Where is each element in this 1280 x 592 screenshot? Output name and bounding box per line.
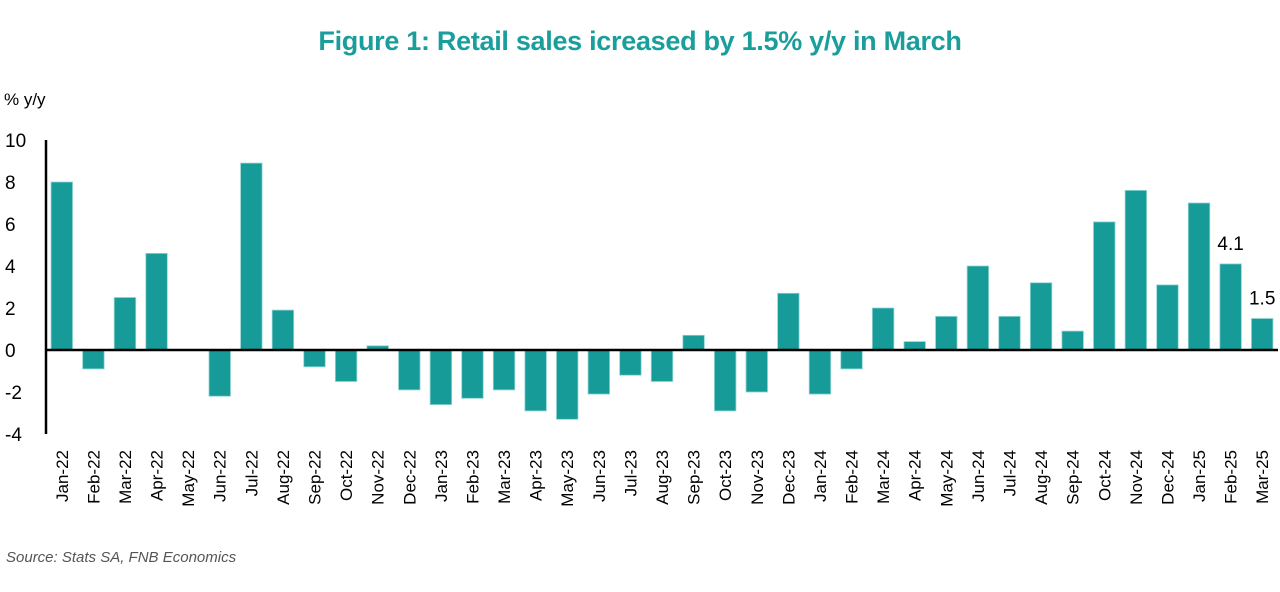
x-tick-label: May-23 — [558, 450, 577, 507]
x-tick-label: Oct-22 — [337, 450, 356, 501]
y-tick-label: -4 — [5, 425, 22, 446]
x-tick-label: Nov-23 — [748, 450, 767, 505]
x-tick-label: Mar-23 — [495, 450, 514, 504]
x-tick-label: Aug-23 — [653, 450, 672, 505]
x-tick-label: Apr-22 — [148, 450, 167, 501]
bar-apr-24 — [903, 341, 926, 351]
bar-jan-22 — [50, 181, 73, 351]
bar-sep-23 — [682, 334, 705, 351]
y-axis-unit-label: % y/y — [4, 90, 46, 109]
x-tick-label: Feb-22 — [84, 450, 103, 504]
chart-title: Figure 1: Retail sales icreased by 1.5% … — [318, 26, 962, 56]
y-tick-label: 10 — [5, 131, 26, 152]
source-note: Source: Stats SA, FNB Economics — [6, 549, 237, 566]
x-tick-label: Oct-24 — [1095, 450, 1114, 501]
bar-jan-25 — [1187, 202, 1211, 351]
bar-oct-22 — [334, 349, 358, 382]
bar-jun-24 — [966, 265, 990, 351]
bar-jul-22 — [240, 162, 263, 351]
bar-jul-24 — [998, 315, 1021, 351]
y-tick-label: -2 — [5, 383, 22, 404]
bar-apr-23 — [524, 349, 547, 412]
bar-dec-24 — [1156, 284, 1179, 351]
x-tick-label: Apr-24 — [906, 450, 925, 501]
x-tick-label: Jul-22 — [242, 450, 261, 496]
x-tick-label: Apr-23 — [527, 450, 546, 501]
bar-aug-23 — [650, 349, 674, 382]
y-tick-label: 6 — [5, 215, 16, 236]
bar-mar-25 — [1251, 318, 1274, 351]
x-tick-label: Sep-24 — [1064, 450, 1083, 505]
x-tick-label: Sep-22 — [306, 450, 325, 505]
bar-feb-22 — [82, 349, 105, 370]
x-tick-label: Dec-23 — [779, 450, 798, 505]
bars-group — [50, 162, 1274, 420]
bar-jan-24 — [808, 349, 832, 395]
y-tick-label: 0 — [5, 341, 16, 362]
x-tick-label: Mar-25 — [1253, 450, 1272, 504]
bar-mar-24 — [871, 307, 895, 351]
bar-dec-23 — [777, 292, 800, 351]
x-tick-label: Feb-23 — [463, 450, 482, 504]
x-tick-label: Jan-22 — [53, 450, 72, 502]
bar-mar-22 — [113, 297, 137, 351]
x-tick-label: Sep-23 — [685, 450, 704, 505]
bar-feb-23 — [461, 349, 484, 399]
x-tick-label: May-24 — [937, 450, 956, 507]
bar-nov-24 — [1124, 189, 1147, 351]
x-tick-label: Feb-24 — [843, 450, 862, 504]
x-tick-label: Nov-22 — [369, 450, 388, 505]
x-tick-label: May-22 — [179, 450, 198, 507]
x-tick-labels: Jan-22 Feb-22 Mar-22 Apr-22 May-22 Jun-22 Jul-… — [53, 450, 1272, 507]
x-tick-label: Jun-24 — [969, 450, 988, 502]
y-tick-label: 8 — [5, 173, 16, 194]
bar-jun-22 — [208, 349, 231, 397]
bar-nov-23 — [745, 349, 768, 393]
x-tick-label: Aug-22 — [274, 450, 293, 505]
x-tick-label: Jan-23 — [432, 450, 451, 502]
x-tick-label: Jun-23 — [590, 450, 609, 502]
bar-mar-23 — [492, 349, 516, 391]
bar-feb-25 — [1219, 263, 1242, 351]
x-tick-label: Dec-24 — [1158, 450, 1177, 505]
bar-jun-23 — [587, 349, 610, 395]
x-tick-label: Jul-24 — [1000, 450, 1019, 496]
x-tick-label: Jul-23 — [621, 450, 640, 496]
bar-may-23 — [556, 349, 579, 420]
bar-aug-24 — [1029, 282, 1053, 351]
x-tick-label: Nov-24 — [1127, 450, 1146, 505]
bar-may-24 — [935, 315, 958, 351]
bar-jan-23 — [429, 349, 453, 405]
x-tick-label: Oct-23 — [716, 450, 735, 501]
y-tick-labels: 10 8 6 4 2 0 -2 -4 — [5, 131, 26, 446]
bar-sep-24 — [1061, 330, 1084, 351]
y-tick-label: 4 — [5, 257, 16, 278]
bar-oct-23 — [714, 349, 737, 412]
data-labels: 4.1 1.5 — [1217, 234, 1275, 310]
x-tick-label: Aug-24 — [1032, 450, 1051, 505]
bar-sep-22 — [303, 349, 326, 368]
x-tick-label: Jan-24 — [811, 450, 830, 502]
bar-dec-22 — [398, 349, 421, 391]
x-tick-label: Mar-24 — [874, 450, 893, 504]
x-tick-label: Feb-25 — [1222, 450, 1241, 504]
bar-aug-22 — [271, 309, 295, 351]
bar-jul-23 — [619, 349, 642, 376]
x-tick-label: Dec-22 — [400, 450, 419, 505]
x-tick-label: Mar-22 — [116, 450, 135, 504]
data-label-mar-25: 1.5 — [1249, 289, 1275, 310]
bar-feb-24 — [840, 349, 863, 370]
x-tick-label: Jun-22 — [211, 450, 230, 502]
bar-oct-24 — [1093, 221, 1116, 351]
x-tick-label: Jan-25 — [1190, 450, 1209, 502]
data-label-feb-25: 4.1 — [1217, 234, 1243, 255]
y-tick-label: 2 — [5, 299, 16, 320]
bar-apr-22 — [145, 252, 168, 351]
